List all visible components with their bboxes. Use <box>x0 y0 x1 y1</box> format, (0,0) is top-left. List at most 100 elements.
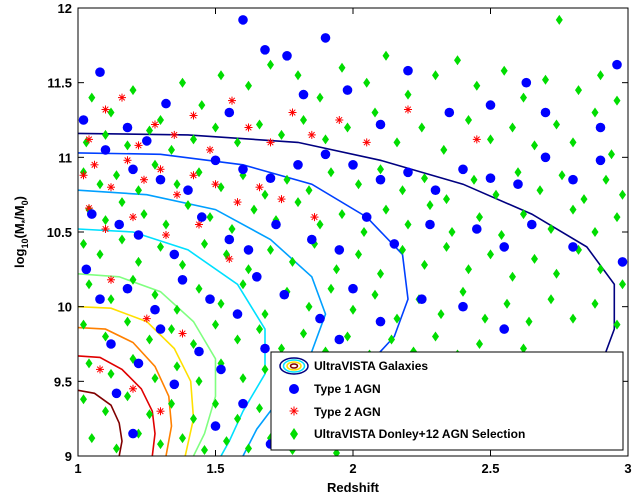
type1-point <box>361 212 372 222</box>
donley-point <box>80 319 87 330</box>
type1-point <box>128 428 138 439</box>
donley-point <box>113 443 120 454</box>
donley-point <box>355 249 362 260</box>
donley-point <box>569 137 577 148</box>
donley-point <box>256 403 263 414</box>
type2-agn-markers <box>79 93 481 416</box>
donley-point <box>294 70 302 81</box>
y-tick-label: 10.5 <box>47 225 72 240</box>
type1-point <box>499 324 510 334</box>
donley-point <box>553 268 560 279</box>
y-tick: 10 <box>58 300 628 315</box>
type1-point <box>389 239 400 249</box>
y-tick: 11.5 <box>47 76 628 91</box>
donley-point <box>245 264 252 275</box>
donley-point <box>146 125 153 136</box>
type1-point <box>224 234 235 245</box>
donley-point <box>102 215 109 226</box>
donley-point <box>157 241 164 252</box>
donley-point <box>151 159 159 170</box>
type1-point <box>133 230 144 240</box>
legend: UltraVISTA Galaxies Type 1 AGN Type 2 AG… <box>270 351 624 451</box>
donley-point <box>382 50 390 61</box>
donley-point <box>190 339 197 349</box>
donley-point <box>377 268 384 279</box>
donley-point <box>201 445 208 455</box>
type1-point <box>403 167 413 178</box>
type2-point <box>129 384 137 393</box>
donley-point <box>555 14 563 25</box>
donley-point <box>179 77 186 88</box>
donley-point <box>459 286 467 297</box>
contour-line-9 <box>78 389 123 456</box>
type2-point <box>277 195 286 204</box>
donley-point <box>195 283 203 294</box>
legend-box <box>270 351 624 451</box>
y-tick-label: 9 <box>65 449 72 464</box>
donley-point <box>316 219 324 230</box>
x-tick: 2 <box>349 8 357 476</box>
donley-point <box>223 249 230 260</box>
x-tick: 1 <box>74 8 82 476</box>
donley-point <box>591 107 599 118</box>
type1-point <box>568 242 578 252</box>
donley-point <box>520 209 527 220</box>
donley-point <box>267 244 274 255</box>
donley-point <box>333 264 340 275</box>
y-tick-label: 11 <box>58 150 72 165</box>
donley-agn-markers <box>80 14 626 456</box>
y-tick: 9 <box>65 449 628 464</box>
legend-type2-label: Type 2 AGN <box>314 405 381 419</box>
donley-point <box>432 331 439 342</box>
donley-point <box>553 119 560 130</box>
donley-point <box>421 173 428 184</box>
type2-point <box>244 123 253 132</box>
type1-point <box>111 388 122 399</box>
type1-point <box>95 294 105 305</box>
donley-point <box>525 316 533 327</box>
type2-point <box>156 165 165 174</box>
donley-point <box>619 279 626 290</box>
x-tick: 2.5 <box>481 8 500 476</box>
type1-point <box>106 339 116 349</box>
type1-point <box>540 152 551 163</box>
donley-point <box>608 149 615 160</box>
contour-line-5 <box>78 273 217 456</box>
donley-point <box>404 89 412 100</box>
type1-point <box>279 289 290 300</box>
donley-point <box>440 144 448 155</box>
donley-point <box>613 95 621 106</box>
donley-point <box>547 294 555 305</box>
donley-point <box>157 115 164 125</box>
type2-point <box>162 231 170 239</box>
type1-point <box>177 275 188 285</box>
type2-point <box>134 141 143 150</box>
type1-point <box>425 219 435 230</box>
type2-point <box>362 138 371 147</box>
donley-point <box>322 134 329 145</box>
type1-point <box>100 145 111 155</box>
x-axis: 1 1.5 2 2.5 3 <box>74 8 632 476</box>
type1-point <box>197 212 207 222</box>
type1-point <box>485 100 496 110</box>
type2-point <box>288 108 297 117</box>
donley-point <box>327 167 335 178</box>
donley-point <box>96 249 104 260</box>
donley-point <box>124 140 131 151</box>
donley-point <box>118 234 126 245</box>
type1-point <box>595 155 606 166</box>
donley-point <box>212 122 219 133</box>
donley-point <box>432 70 439 81</box>
y-tick: 10.5 <box>47 225 628 240</box>
donley-point <box>129 85 137 96</box>
type1-point <box>210 155 221 166</box>
type1-point <box>617 257 628 267</box>
donley-point <box>597 264 604 275</box>
donley-point <box>124 316 131 327</box>
donley-point <box>443 194 450 205</box>
donley-point <box>597 70 604 81</box>
donley-point <box>316 92 324 103</box>
type1-point <box>260 343 270 354</box>
type1-point <box>540 107 551 118</box>
